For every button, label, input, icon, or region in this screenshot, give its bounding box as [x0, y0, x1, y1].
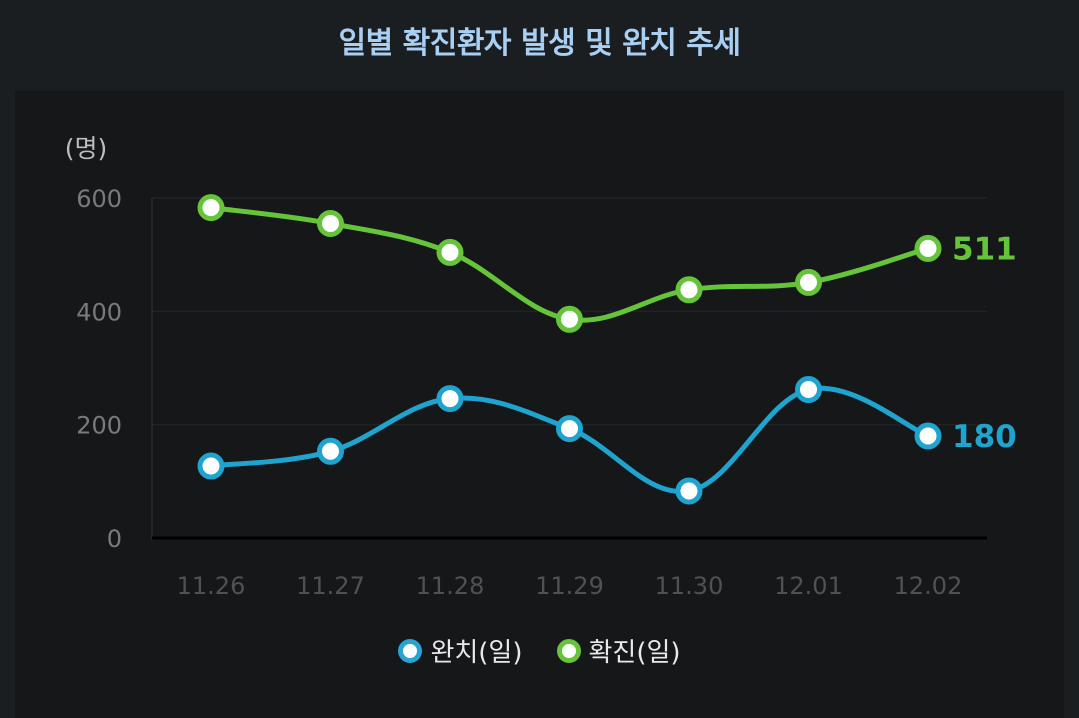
legend-item-confirmed[interactable]: 확진(일)	[556, 632, 681, 669]
x-tick-label: 11.27	[296, 572, 365, 600]
legend: 완치(일) 확진(일)	[0, 632, 1079, 669]
y-tick-labels: 0 200 400 600	[76, 185, 122, 553]
data-point[interactable]	[675, 276, 703, 304]
data-point[interactable]	[795, 376, 822, 404]
x-tick-label: 11.26	[177, 572, 246, 600]
y-tick-label: 0	[107, 525, 122, 553]
legend-label-confirmed: 확진(일)	[588, 638, 681, 668]
legend-marker-confirmed	[556, 638, 581, 663]
data-point[interactable]	[436, 238, 464, 266]
legend-item-recovered[interactable]: 완치(일)	[398, 632, 523, 669]
x-tick-label: 11.28	[416, 572, 485, 600]
y-tick-label: 400	[76, 298, 122, 326]
data-point[interactable]	[556, 415, 583, 443]
data-point[interactable]	[914, 422, 942, 450]
y-tick-label: 200	[76, 412, 122, 440]
x-tick-label: 11.29	[535, 572, 604, 600]
x-tick-label: 12.02	[894, 572, 963, 600]
x-tick-labels: 11.26 11.27 11.28 11.29 11.30 12.01 12.02	[177, 572, 963, 600]
data-point[interactable]	[317, 437, 344, 465]
data-point[interactable]	[197, 452, 225, 480]
data-label: 511	[952, 231, 1017, 267]
x-tick-label: 11.30	[655, 572, 724, 600]
data-point[interactable]	[436, 385, 464, 413]
legend-marker-recovered	[398, 638, 423, 663]
x-tick-label: 12.01	[774, 572, 843, 600]
legend-label-recovered: 완치(일)	[430, 638, 523, 668]
chart-title: 일별 확진환자 발생 및 완치 추세	[338, 26, 741, 61]
data-point[interactable]	[795, 268, 822, 296]
y-tick-label: 600	[76, 185, 122, 213]
series: 180 511	[197, 194, 1017, 505]
data-point[interactable]	[914, 234, 942, 262]
y-unit-label: (명)	[65, 134, 108, 163]
data-label: 180	[952, 419, 1017, 455]
data-point[interactable]	[317, 210, 344, 237]
data-point[interactable]	[197, 194, 225, 222]
data-point[interactable]	[556, 305, 583, 333]
data-point[interactable]	[675, 477, 703, 505]
chart-panel	[15, 91, 1064, 718]
